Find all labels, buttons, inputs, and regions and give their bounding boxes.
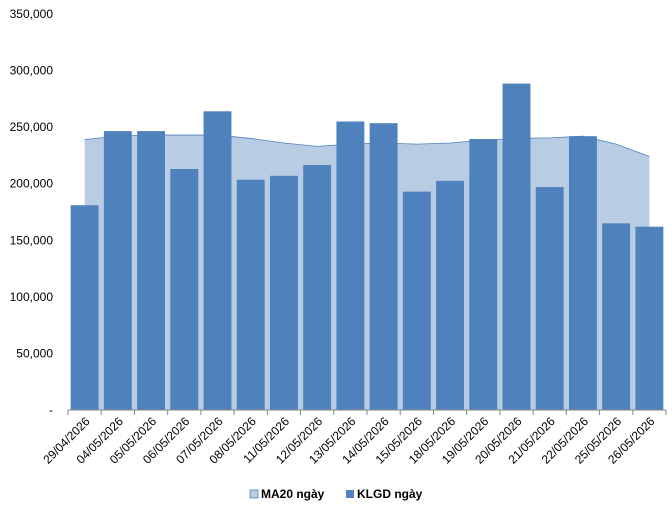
klgd-bar [269,175,298,410]
y-tick-label: 250,000 [10,120,54,134]
klgd-bar [170,169,199,410]
legend-swatch-ma20 [249,489,259,499]
y-tick-label: 300,000 [10,64,54,78]
klgd-bar [70,205,99,410]
y-tick-label: - [49,403,53,417]
klgd-bar [502,83,531,410]
klgd-bar [635,226,664,410]
klgd-bar [103,131,132,411]
klgd-bar [369,123,398,410]
ma20-area [84,135,650,410]
y-tick-label: 150,000 [10,233,54,247]
legend: MA20 ngày KLGD ngày [249,487,423,501]
y-tick-label: 200,000 [10,177,54,191]
klgd-bar [203,111,232,410]
klgd-bar [336,121,365,410]
klgd-bar [236,179,265,410]
legend-swatch-klgd [346,490,354,498]
klgd-bar [602,223,631,410]
klgd-bar [535,187,564,410]
ma20-area-layer [84,134,650,410]
legend-label-ma20: MA20 ngày [261,487,325,501]
klgd-bar [436,180,465,410]
klgd-bar [303,165,332,410]
y-tick-labels: - 50,000 100,000 150,000 200,000 250,000 300,0… [10,7,54,417]
klgd-bar [402,191,431,410]
y-tick-label: 50,000 [16,346,53,360]
klgd-bar-layer [70,83,664,411]
axis-layer [67,409,667,415]
ma20-line [84,134,650,157]
y-tick-label: 100,000 [10,290,54,304]
y-tick-label: 350,000 [10,7,54,21]
x-tick-labels: 29/04/202604/05/202605/05/202606/05/2026… [40,414,657,467]
klgd-bar [568,136,597,411]
legend-label-klgd: KLGD ngày [357,487,423,501]
klgd-bar [137,131,166,411]
klgd-bar [469,139,498,410]
